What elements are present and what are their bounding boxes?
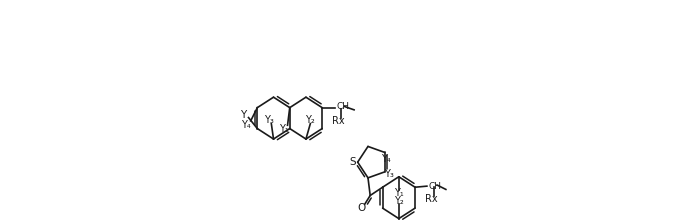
Text: Y₂: Y₂ — [305, 115, 315, 125]
Text: CH: CH — [336, 102, 350, 111]
Text: Y₂: Y₂ — [394, 196, 404, 206]
Text: O: O — [357, 202, 366, 213]
Text: Y₃: Y₃ — [384, 169, 394, 179]
Text: Y₄: Y₄ — [381, 154, 391, 164]
Text: Y₃: Y₃ — [264, 115, 274, 125]
Text: Rx: Rx — [332, 116, 345, 126]
Text: S: S — [350, 157, 356, 167]
Text: Y₁: Y₁ — [280, 124, 289, 134]
Text: CH: CH — [428, 182, 441, 191]
Text: Y₄: Y₄ — [241, 120, 251, 130]
Text: Y₁: Y₁ — [394, 188, 404, 198]
Text: Rx: Rx — [425, 194, 438, 204]
Text: Y: Y — [240, 110, 246, 120]
